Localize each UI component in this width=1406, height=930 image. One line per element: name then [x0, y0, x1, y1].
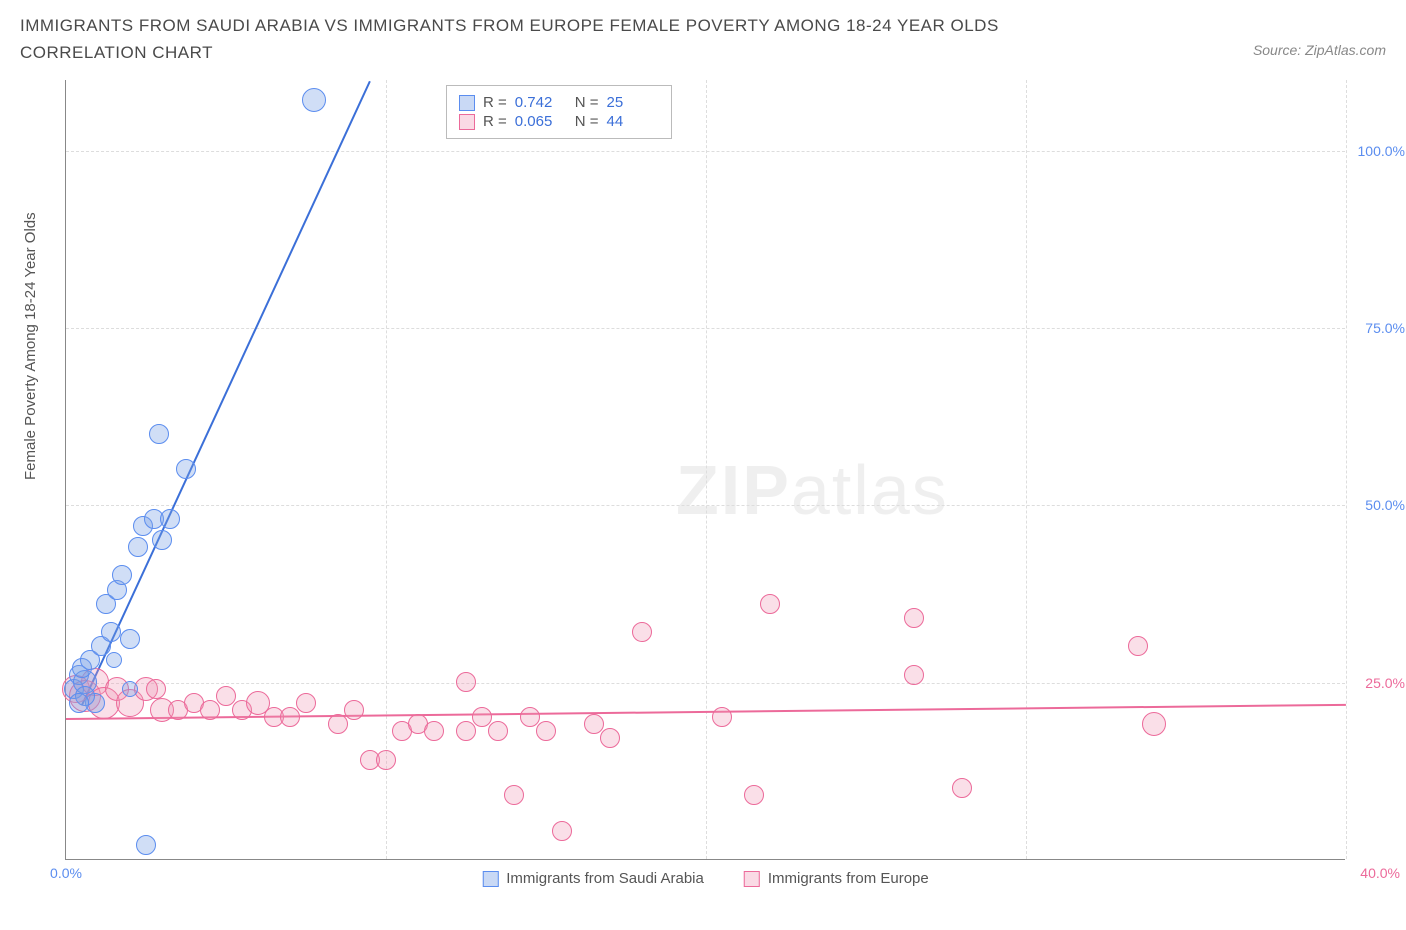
data-point-pink [504, 785, 524, 805]
data-point-pink [296, 693, 316, 713]
legend-r-value: 0.742 [515, 94, 567, 111]
swatch-pink [744, 871, 760, 887]
y-tick-label: 25.0% [1365, 675, 1405, 691]
series-legend-item: Immigrants from Saudi Arabia [482, 870, 704, 887]
data-point-pink [536, 721, 556, 741]
data-point-pink [584, 714, 604, 734]
data-point-pink [328, 714, 348, 734]
y-tick-label: 75.0% [1365, 320, 1405, 336]
legend-r-label: R = [483, 94, 507, 111]
legend-n-value: 25 [607, 94, 659, 111]
data-point-pink [904, 665, 924, 685]
legend-stat-row: R = 0.742 N = 25 [459, 94, 659, 111]
x-tick-label: 0.0% [50, 865, 82, 881]
chart-title: IMMIGRANTS FROM SAUDI ARABIA VS IMMIGRAN… [20, 12, 1120, 66]
data-point-pink [712, 707, 732, 727]
series-legend-label: Immigrants from Europe [768, 870, 929, 887]
data-point-pink [280, 707, 300, 727]
data-point-blue [120, 629, 140, 649]
data-point-pink [376, 750, 396, 770]
data-point-pink [552, 821, 572, 841]
series-legend-label: Immigrants from Saudi Arabia [506, 870, 704, 887]
y-tick-label: 100.0% [1358, 143, 1405, 159]
swatch-pink [459, 114, 475, 130]
data-point-pink [744, 785, 764, 805]
y-tick-label: 40.0% [1360, 865, 1400, 881]
data-point-blue [122, 681, 138, 697]
legend-r-label: R = [483, 113, 507, 130]
series-legend-item: Immigrants from Europe [744, 870, 929, 887]
data-point-blue [69, 693, 89, 713]
legend-n-label: N = [575, 94, 599, 111]
data-point-blue [128, 537, 148, 557]
swatch-blue [482, 871, 498, 887]
data-point-pink [424, 721, 444, 741]
data-point-blue [106, 652, 122, 668]
grid-line-vertical [706, 80, 707, 859]
legend-stat-row: R = 0.065 N = 44 [459, 113, 659, 130]
y-tick-label: 50.0% [1365, 497, 1405, 513]
data-point-blue [112, 565, 132, 585]
y-axis-label: Female Poverty Among 18-24 Year Olds [22, 212, 39, 480]
data-point-pink [632, 622, 652, 642]
grid-line-vertical [1026, 80, 1027, 859]
data-point-pink [520, 707, 540, 727]
data-point-blue [101, 622, 121, 642]
data-point-pink [760, 594, 780, 614]
watermark-bold: ZIP [676, 451, 791, 529]
data-point-blue [149, 424, 169, 444]
swatch-blue [459, 95, 475, 111]
series-legend: Immigrants from Saudi Arabia Immigrants f… [482, 870, 928, 887]
data-point-blue [160, 509, 180, 529]
data-point-pink [456, 721, 476, 741]
data-point-pink [200, 700, 220, 720]
stats-legend: R = 0.742 N = 25 R = 0.065 N = 44 [446, 85, 672, 139]
data-point-blue [152, 530, 172, 550]
legend-r-value: 0.065 [515, 113, 567, 130]
data-point-blue [136, 835, 156, 855]
chart-container: Female Poverty Among 18-24 Year Olds ZIP… [50, 80, 1386, 890]
data-point-blue [302, 88, 326, 112]
trend-line-blue [81, 81, 371, 706]
data-point-pink [456, 672, 476, 692]
data-point-pink [952, 778, 972, 798]
chart-header: IMMIGRANTS FROM SAUDI ARABIA VS IMMIGRAN… [0, 0, 1406, 66]
grid-line-vertical [1346, 80, 1347, 859]
data-point-pink [904, 608, 924, 628]
source-label: Source: ZipAtlas.com [1253, 42, 1386, 58]
data-point-pink [600, 728, 620, 748]
data-point-pink [1128, 636, 1148, 656]
data-point-pink [146, 679, 166, 699]
data-point-pink [344, 700, 364, 720]
data-point-pink [1142, 712, 1166, 736]
data-point-blue [176, 459, 196, 479]
watermark: ZIPatlas [676, 450, 949, 530]
data-point-pink [472, 707, 492, 727]
legend-n-label: N = [575, 113, 599, 130]
plot-area: ZIPatlas R = 0.742N = 25R = 0.065N = 44 … [65, 80, 1345, 860]
grid-line-vertical [386, 80, 387, 859]
legend-n-value: 44 [607, 113, 659, 130]
data-point-pink [488, 721, 508, 741]
data-point-pink [216, 686, 236, 706]
watermark-light: atlas [791, 451, 949, 529]
